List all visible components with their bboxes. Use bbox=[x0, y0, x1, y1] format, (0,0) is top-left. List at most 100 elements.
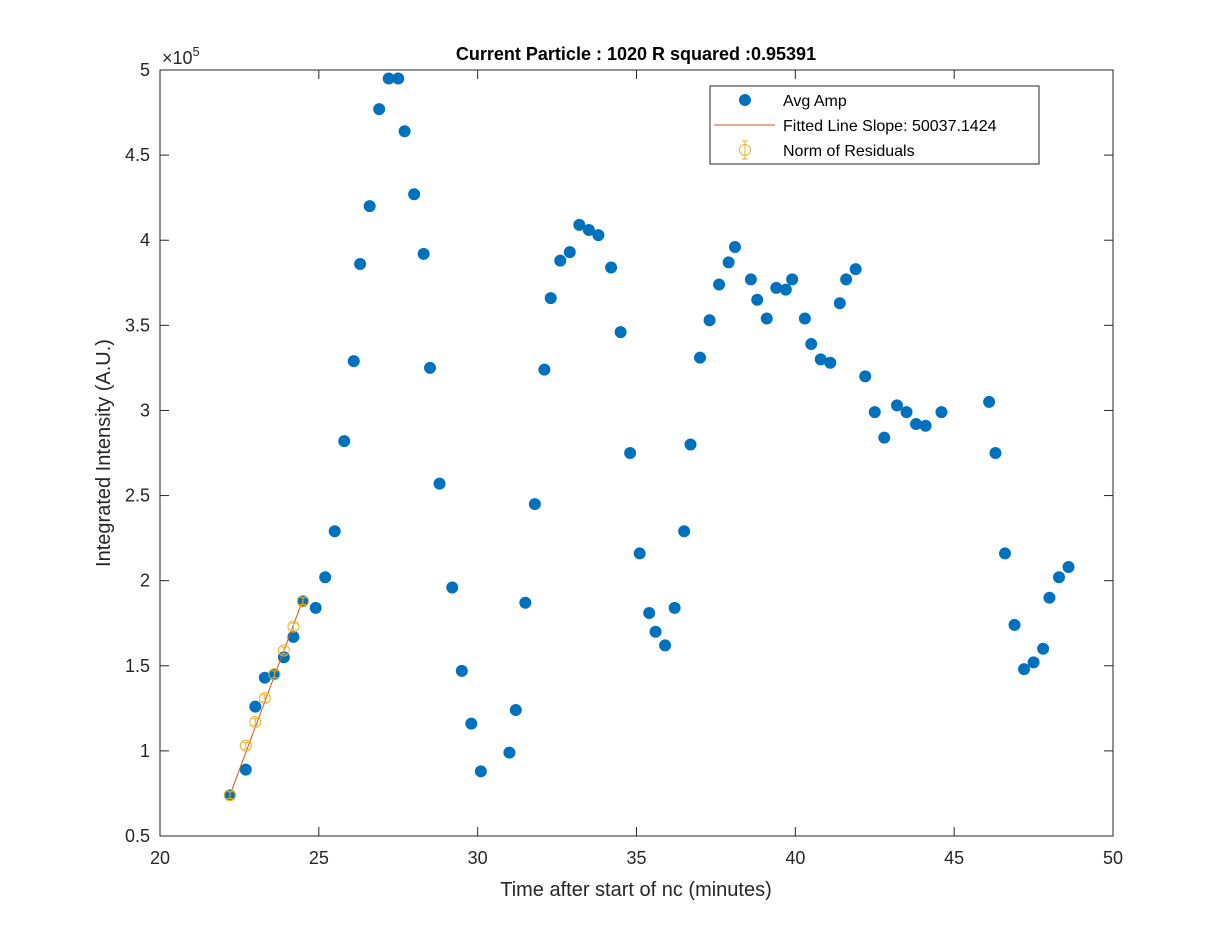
x-tick-label: 50 bbox=[1103, 848, 1123, 868]
residual-errorbar bbox=[287, 620, 300, 633]
data-point-avg-amp bbox=[563, 246, 576, 259]
data-point-avg-amp bbox=[455, 664, 468, 677]
residual-marker bbox=[296, 595, 309, 608]
data-point-avg-amp bbox=[989, 447, 1002, 459]
residual-errorbar bbox=[258, 692, 271, 705]
data-point-avg-amp bbox=[983, 395, 996, 408]
data-point-avg-amp bbox=[805, 338, 818, 351]
residual-errorbar bbox=[268, 668, 281, 681]
data-point-avg-amp bbox=[538, 363, 551, 376]
data-point-avg-amp bbox=[998, 547, 1011, 560]
data-point-avg-amp bbox=[582, 224, 595, 237]
residual-errorbar bbox=[296, 595, 309, 608]
data-point-avg-amp bbox=[684, 438, 697, 451]
data-point-avg-amp bbox=[694, 351, 707, 364]
chart-title: Current Particle : 1020 R squared :0.953… bbox=[456, 44, 816, 64]
legend-label-avg-amp: Avg Amp bbox=[783, 93, 847, 110]
x-tick-label: 25 bbox=[309, 848, 329, 868]
data-point-avg-amp bbox=[760, 312, 773, 325]
data-point-avg-amp bbox=[649, 625, 662, 638]
legend-marker-avg-amp bbox=[739, 94, 751, 106]
data-point-avg-amp bbox=[408, 188, 421, 201]
residual-errorbar bbox=[277, 644, 290, 657]
data-point-avg-amp bbox=[519, 596, 532, 609]
legend-label-fitted-line: Fitted Line Slope: 50037.1424 bbox=[783, 118, 997, 135]
data-point-avg-amp bbox=[919, 419, 932, 432]
data-point-avg-amp bbox=[1062, 561, 1075, 574]
data-point-avg-amp bbox=[779, 283, 792, 296]
data-point-avg-amp bbox=[239, 763, 252, 776]
y-tick-label: 4 bbox=[140, 230, 150, 250]
y-tick-label: 5 bbox=[140, 60, 150, 80]
x-tick-label: 30 bbox=[468, 848, 488, 868]
data-point-avg-amp bbox=[659, 639, 672, 652]
data-point-avg-amp bbox=[544, 292, 557, 305]
y-axis-label: Integrated Intensity (A.U.) bbox=[93, 339, 115, 567]
data-point-avg-amp bbox=[1018, 663, 1031, 676]
residual-errorbar bbox=[249, 715, 262, 728]
data-point-avg-amp bbox=[868, 406, 881, 419]
residual-errorbar bbox=[239, 739, 252, 752]
y-exponent-label: ×105 bbox=[162, 44, 200, 68]
data-point-avg-amp bbox=[824, 356, 837, 369]
data-point-avg-amp bbox=[1037, 642, 1050, 655]
data-point-avg-amp bbox=[338, 435, 351, 448]
x-tick-label: 35 bbox=[626, 848, 646, 868]
residual-errorbar bbox=[223, 789, 236, 802]
data-point-avg-amp bbox=[249, 700, 262, 713]
data-point-avg-amp bbox=[424, 361, 437, 374]
data-point-avg-amp bbox=[859, 370, 872, 383]
data-point-avg-amp bbox=[1027, 656, 1040, 669]
data-point-avg-amp bbox=[354, 258, 367, 271]
data-point-avg-amp bbox=[643, 607, 656, 620]
data-point-avg-amp bbox=[878, 431, 891, 444]
data-point-avg-amp bbox=[592, 229, 605, 242]
data-point-avg-amp bbox=[528, 498, 541, 511]
y-tick-label: 3 bbox=[140, 400, 150, 420]
y-exponent-power: 5 bbox=[193, 44, 200, 59]
data-point-avg-amp bbox=[398, 125, 411, 138]
data-point-avg-amp bbox=[840, 273, 853, 286]
data-point-avg-amp bbox=[935, 406, 948, 419]
data-point-avg-amp bbox=[1052, 571, 1065, 584]
data-point-avg-amp bbox=[373, 103, 386, 116]
series-layer bbox=[223, 72, 1075, 802]
data-point-avg-amp bbox=[849, 263, 862, 276]
x-axis-label: Time after start of nc (minutes) bbox=[500, 879, 772, 901]
data-point-avg-amp bbox=[474, 765, 487, 778]
residual-marker bbox=[258, 692, 271, 705]
data-point-avg-amp bbox=[446, 581, 459, 594]
data-point-avg-amp bbox=[678, 525, 691, 538]
ticks-layer: 20 25 30 35 40 45 50 0.5 1 1.5 2 2.5 3 3.5 4 4.5 5 bbox=[125, 60, 1123, 868]
y-tick-label: 1 bbox=[140, 741, 150, 761]
data-point-avg-amp bbox=[287, 630, 300, 643]
legend-marker-residuals bbox=[739, 140, 751, 160]
y-tick-label: 4.5 bbox=[125, 145, 150, 165]
data-point-avg-amp bbox=[890, 399, 903, 412]
residual-marker bbox=[268, 668, 281, 681]
data-point-avg-amp bbox=[633, 547, 646, 560]
data-point-avg-amp bbox=[624, 447, 637, 459]
residual-marker bbox=[223, 789, 236, 802]
legend-label-residuals: Norm of Residuals bbox=[783, 143, 915, 160]
legend: Avg Amp Fitted Line Slope: 50037.1424 No… bbox=[709, 85, 1040, 165]
data-point-avg-amp bbox=[751, 293, 764, 306]
x-tick-label: 40 bbox=[785, 848, 805, 868]
residual-marker bbox=[277, 644, 290, 657]
data-point-avg-amp bbox=[668, 601, 681, 614]
data-point-avg-amp bbox=[722, 256, 735, 269]
x-tick-label: 20 bbox=[150, 848, 170, 868]
data-point-avg-amp bbox=[786, 273, 799, 286]
residual-marker bbox=[287, 620, 300, 633]
data-point-avg-amp bbox=[614, 326, 627, 339]
data-point-avg-amp bbox=[1043, 591, 1056, 604]
data-point-avg-amp bbox=[392, 72, 405, 85]
y-tick-label: 2.5 bbox=[125, 486, 150, 506]
data-point-avg-amp bbox=[509, 704, 522, 717]
data-point-avg-amp bbox=[713, 278, 726, 291]
fitted-line bbox=[229, 599, 304, 796]
residual-marker bbox=[249, 715, 262, 728]
data-point-avg-amp bbox=[503, 746, 516, 759]
